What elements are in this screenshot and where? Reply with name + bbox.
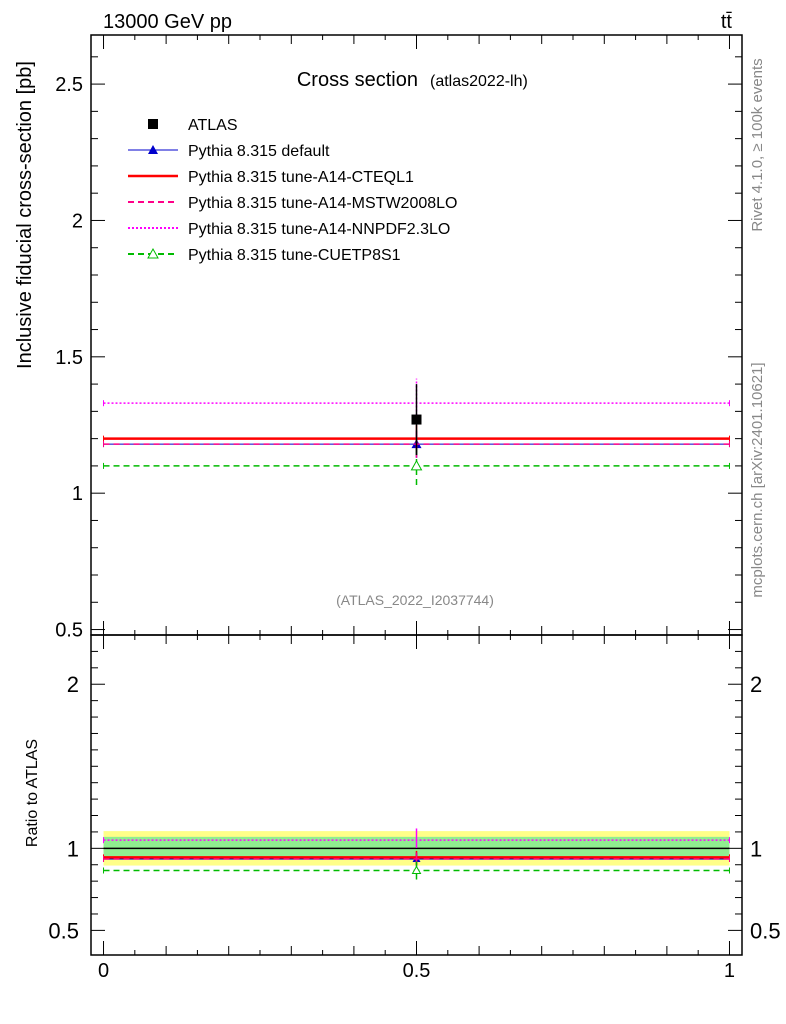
main-y-tick-label: 0.5 — [55, 620, 83, 642]
chart-subtitle: (atlas2022-lh) — [430, 73, 528, 90]
legend-label: Pythia 8.315 tune-A14-CTEQL1 — [188, 169, 414, 186]
legend: ATLAS Pythia 8.315 default Pythia 8.315 tu… — [128, 117, 457, 264]
ratio-frame — [90, 634, 743, 956]
legend-label: ATLAS — [188, 117, 238, 134]
main-y-tick-label: 2.5 — [55, 74, 83, 96]
ratio-series-pythia-8-315-tune-cuetp8s1 — [103, 861, 730, 880]
legend-entry-pythia-8-315-tune-a14-cteql1: Pythia 8.315 tune-A14-CTEQL1 — [128, 169, 414, 186]
ratio-y-tick-label-right: 2 — [750, 672, 762, 697]
rivet-version-label: Rivet 4.1.0, ≥ 100k events — [749, 58, 766, 231]
legend-marker — [148, 145, 158, 154]
legend-entry-atlas: ATLAS — [148, 117, 238, 134]
legend-entry-pythia-8-315-tune-cuetp8s1: Pythia 8.315 tune-CUETP8S1 — [128, 247, 401, 264]
legend-label: Pythia 8.315 tune-A14-MSTW2008LO — [188, 195, 457, 212]
legend-swatch — [148, 119, 158, 129]
series-point-marker — [410, 459, 423, 471]
source-label: mcplots.cern.ch [arXiv:2401.10621] — [749, 362, 766, 597]
process-label: tt̄ — [721, 11, 733, 33]
ratio-y-tick-label: 1 — [67, 836, 79, 861]
chart-title: Cross section — [297, 69, 418, 91]
ratio-y-tick-label: 2 — [67, 672, 79, 697]
main-panel: 0.5 1 1.5 2 2.5 Cross section (atlas2022-lh)… — [14, 34, 743, 642]
energy-label: 13000 GeV pp — [103, 11, 232, 33]
ratio-panel: 0.5 0.51 12 2 0 0.5 1 Ratio to ATLAS — [24, 35, 781, 982]
ratio-y-tick-label-right: 1 — [750, 836, 762, 861]
legend-entry-pythia-8-315-tune-a14-mstw2008lo: Pythia 8.315 tune-A14-MSTW2008LO — [128, 195, 457, 212]
x-tick-label: 1 — [724, 960, 735, 982]
main-y-axis: 0.5 1 1.5 2 2.5 — [55, 56, 742, 642]
x-axis: 0 0.5 1 — [98, 35, 735, 982]
main-y-tick-label: 1.5 — [55, 347, 83, 369]
ratio-y-tick-label-right: 0.5 — [750, 918, 781, 943]
main-y-tick-label: 2 — [72, 210, 83, 232]
analysis-watermark: (ATLAS_2022_I2037744) — [336, 592, 494, 608]
data-point-marker — [411, 414, 422, 425]
ratio-plot-content — [103, 828, 730, 880]
legend-label: Pythia 8.315 tune-CUETP8S1 — [188, 247, 401, 264]
main-plot-content — [103, 378, 730, 485]
ratio-point-marker — [411, 865, 422, 874]
x-tick-label: 0.5 — [403, 960, 431, 982]
ratio-y-axis-label: Ratio to ATLAS — [24, 739, 41, 847]
main-y-axis-label: Inclusive fiducial cross-section [pb] — [14, 61, 36, 369]
main-y-tick-label: 1 — [72, 483, 83, 505]
legend-label: Pythia 8.315 tune-A14-NNPDF2.3LO — [188, 221, 450, 238]
legend-entry-pythia-8-315-tune-a14-nnpdf2-3lo: Pythia 8.315 tune-A14-NNPDF2.3LO — [128, 221, 450, 238]
ratio-y-axis: 0.5 0.5 1 1 2 2 — [48, 650, 781, 943]
ratio-series-pythia-8-315-tune-a14-nnpdf2-3lo — [103, 828, 730, 848]
series-atlas-data — [411, 384, 422, 455]
x-tick-label: 0 — [98, 960, 109, 982]
legend-label: Pythia 8.315 default — [188, 143, 330, 160]
legend-marker — [147, 247, 159, 259]
ratio-y-tick-label: 0.5 — [48, 918, 79, 943]
legend-entry-pythia-8-315-default: Pythia 8.315 default — [128, 143, 330, 160]
